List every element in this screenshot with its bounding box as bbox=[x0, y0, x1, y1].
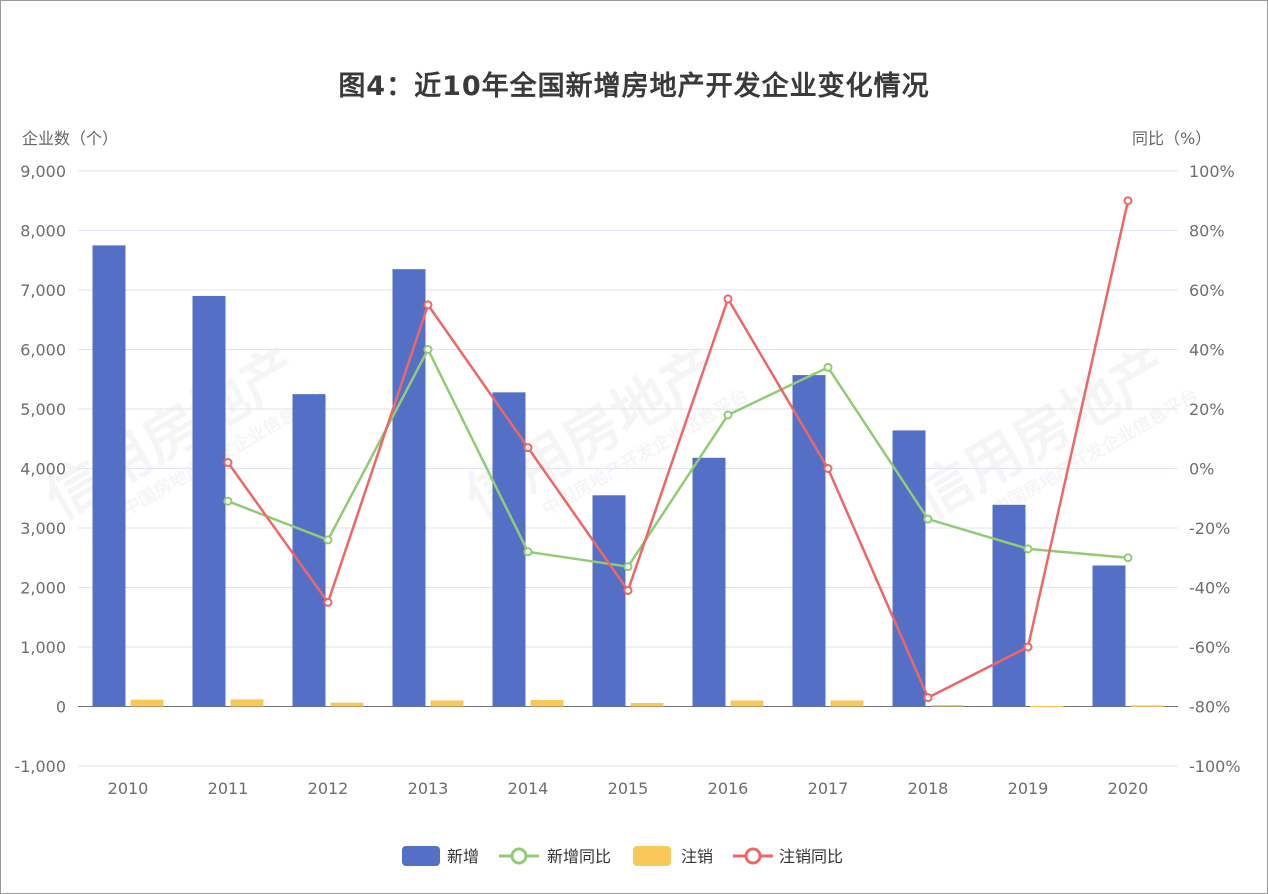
line-point bbox=[523, 547, 533, 557]
line-point bbox=[1123, 196, 1133, 206]
x-tick-label: 2018 bbox=[908, 779, 949, 798]
line-point bbox=[923, 514, 933, 524]
legend-label: 新增同比 bbox=[547, 847, 611, 866]
legend-item[interactable]: 注销同比 bbox=[733, 847, 843, 866]
y-left-tick-label: 5,000 bbox=[20, 400, 66, 419]
bar-cancelled bbox=[230, 699, 264, 707]
line-point bbox=[223, 496, 233, 506]
bar-cancelled bbox=[830, 700, 864, 707]
x-tick-label: 2013 bbox=[408, 779, 449, 798]
y-right-tick-label: -100% bbox=[1189, 757, 1241, 776]
y-left-tick-label: 0 bbox=[56, 698, 66, 717]
bar-new bbox=[792, 375, 826, 707]
line-series bbox=[223, 196, 1133, 703]
bar-new bbox=[592, 495, 626, 707]
x-tick-label: 2020 bbox=[1108, 779, 1149, 798]
y-right-tick-label: 20% bbox=[1189, 400, 1225, 419]
chart-title: 图4：近10年全国新增房地产开发企业变化情况 bbox=[338, 71, 930, 102]
line-point bbox=[723, 410, 733, 420]
bar-new bbox=[92, 245, 126, 707]
legend-marker bbox=[744, 847, 762, 865]
x-tick-label: 2012 bbox=[308, 779, 349, 798]
line-point bbox=[523, 443, 533, 453]
axes: 9,000 100% 8,000 80% 7,000 60% 6,000 40% 5,000 20… bbox=[14, 129, 1240, 798]
bar-new bbox=[892, 430, 926, 707]
line-new-yoy bbox=[227, 348, 1129, 568]
y-right-tick-label: 0% bbox=[1189, 460, 1214, 479]
line-cancelled-yoy bbox=[226, 200, 1130, 699]
line-point bbox=[823, 362, 833, 372]
y-right-tick-label: 80% bbox=[1189, 222, 1225, 241]
line-point bbox=[423, 300, 433, 310]
line-point bbox=[1123, 553, 1133, 563]
watermark: 信用房地产中国房地产开发企业信息平台 bbox=[905, 329, 1203, 550]
legend-item[interactable]: 新增同比 bbox=[499, 847, 611, 866]
bar-cancelled bbox=[330, 702, 364, 707]
y-left-tick-label: 7,000 bbox=[20, 281, 66, 300]
y-left-tick-label: 3,000 bbox=[20, 519, 66, 538]
bar-cancelled bbox=[930, 705, 964, 707]
y-left-tick-label: 2,000 bbox=[20, 579, 66, 598]
bar-cancelled bbox=[1030, 705, 1064, 708]
y-left-axis-label: 企业数（个） bbox=[22, 129, 118, 148]
y-left-tick-label: -1,000 bbox=[14, 757, 66, 776]
y-left-tick-label: 4,000 bbox=[20, 460, 66, 479]
line-point bbox=[423, 345, 433, 354]
bar-cancelled bbox=[630, 702, 664, 707]
bar-new bbox=[192, 295, 226, 707]
legend[interactable]: 新增 新增同比 注销 注销同比 bbox=[402, 846, 843, 866]
y-right-axis-label: 同比（%） bbox=[1132, 129, 1211, 148]
line-point bbox=[623, 585, 633, 595]
line-point bbox=[823, 464, 833, 473]
legend-swatch bbox=[633, 846, 671, 866]
y-right-tick-label: -40% bbox=[1189, 579, 1230, 598]
legend-item[interactable]: 新增 bbox=[402, 846, 479, 866]
y-right-tick-label: -20% bbox=[1189, 519, 1230, 538]
y-right-tick-label: 60% bbox=[1189, 281, 1225, 300]
legend-item[interactable]: 注销 bbox=[633, 846, 713, 866]
y-left-tick-label: 6,000 bbox=[20, 341, 66, 360]
bar-new bbox=[992, 504, 1026, 707]
line-point bbox=[723, 294, 733, 304]
line-point bbox=[623, 562, 633, 572]
y-left-tick-label: 1,000 bbox=[20, 638, 66, 657]
bar-series bbox=[92, 245, 1164, 708]
bar-new bbox=[392, 269, 426, 707]
legend-label: 注销 bbox=[681, 847, 713, 866]
legend-label: 新增 bbox=[447, 847, 479, 866]
bar-cancelled bbox=[130, 699, 164, 707]
line-point bbox=[223, 458, 233, 468]
bar-new bbox=[492, 392, 526, 707]
legend-label: 注销同比 bbox=[779, 847, 843, 866]
line-point bbox=[923, 693, 933, 703]
bar-cancelled bbox=[730, 700, 764, 707]
bar-new bbox=[1092, 565, 1126, 707]
y-left-tick-label: 8,000 bbox=[20, 222, 66, 241]
bar-cancelled bbox=[1130, 705, 1164, 707]
y-right-tick-label: -60% bbox=[1189, 638, 1230, 657]
y-right-tick-label: 100% bbox=[1189, 162, 1235, 181]
x-tick-label: 2010 bbox=[108, 779, 149, 798]
bar-cancelled bbox=[430, 700, 464, 707]
x-tick-label: 2017 bbox=[808, 779, 849, 798]
watermark: 信用房地产中国房地产开发企业信息平台 bbox=[35, 329, 333, 550]
bar-cancelled bbox=[530, 699, 564, 707]
x-tick-label: 2011 bbox=[208, 779, 249, 798]
y-right-tick-label: 40% bbox=[1189, 341, 1225, 360]
bar-new bbox=[292, 394, 326, 707]
x-tick-label: 2015 bbox=[608, 779, 649, 798]
x-tick-label: 2019 bbox=[1008, 779, 1049, 798]
x-tick-label: 2014 bbox=[508, 779, 549, 798]
line-point bbox=[1023, 544, 1033, 554]
y-left-tick-label: 9,000 bbox=[20, 162, 66, 181]
legend-swatch bbox=[402, 846, 440, 866]
x-tick-label: 2016 bbox=[708, 779, 749, 798]
line-point bbox=[323, 535, 333, 545]
y-right-tick-label: -80% bbox=[1189, 698, 1230, 717]
line-point bbox=[1023, 642, 1033, 652]
line-point bbox=[323, 597, 333, 607]
bar-new bbox=[692, 457, 726, 707]
legend-marker bbox=[510, 847, 528, 865]
